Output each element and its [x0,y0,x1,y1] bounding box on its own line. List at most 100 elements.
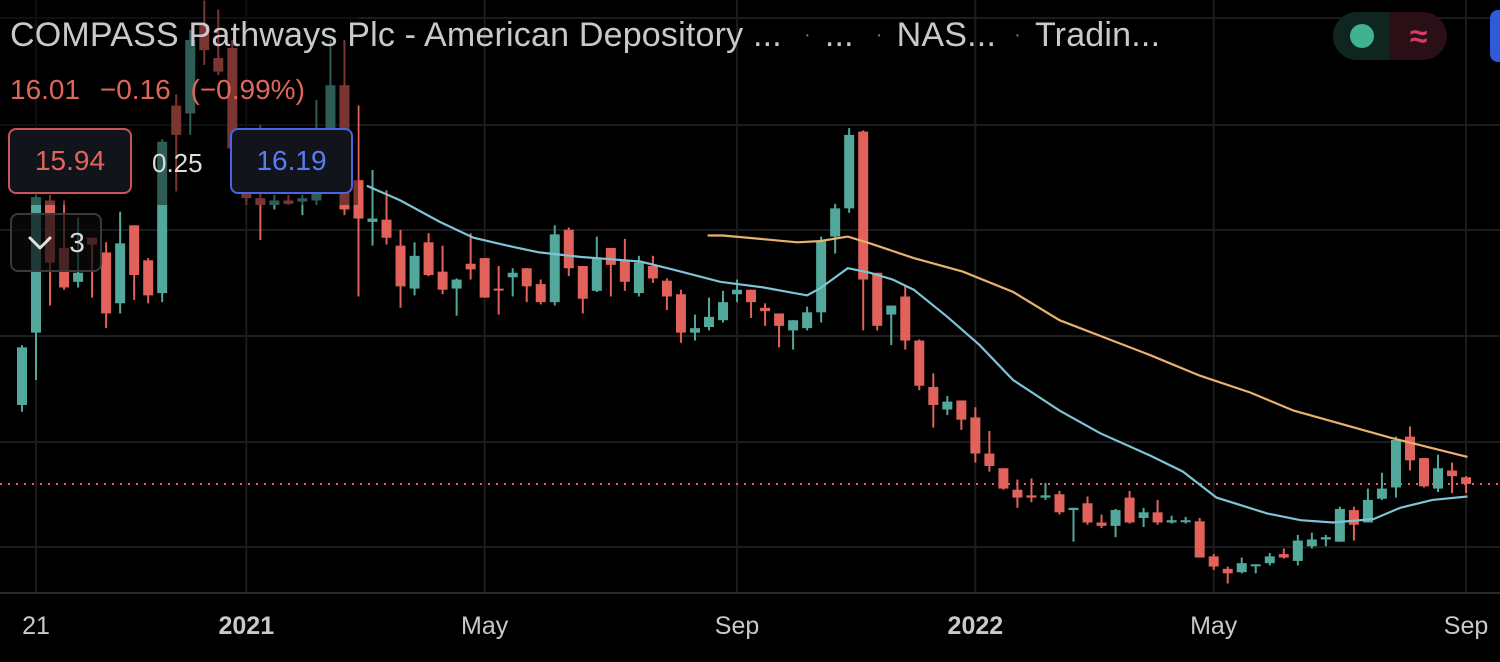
grid [0,0,1500,593]
candle [409,242,420,296]
candle-body [689,328,700,333]
candle [1152,499,1163,525]
candle-body [297,198,308,202]
candle-body [928,386,939,405]
candle [1026,478,1037,503]
candle-body [703,316,714,328]
candle [1404,426,1415,471]
candle [171,94,182,192]
candle-body [1026,495,1037,498]
candle [367,169,378,246]
candle [858,130,869,331]
candle-body [661,280,672,297]
candle-body [788,320,799,331]
candle-body [423,242,434,276]
candle [1306,532,1317,549]
candle-body [760,307,771,312]
candle-body [73,272,84,282]
candle-body [1180,520,1191,523]
candle-body [1292,540,1303,561]
candle-body [844,134,855,209]
candle [998,468,1009,490]
candle [1236,557,1247,574]
candle-body [157,141,168,294]
candle-body [970,417,981,454]
candle-body [732,289,743,295]
candle-body [227,47,238,149]
market-status-button[interactable] [1333,12,1390,60]
candle-body [185,40,196,114]
symbol-legend[interactable]: COMPASS Pathways Plc - American Deposito… [10,16,1160,55]
candle-body [1152,512,1163,523]
candle-body [1419,458,1429,487]
candle [1180,516,1191,524]
candle-body [802,312,813,329]
candle-body [213,58,224,72]
candle-body [1068,507,1079,511]
candle-body [591,258,602,291]
price-summary: 16.01 −0.16 (−0.99%) [10,74,317,106]
candle-body [1040,495,1051,498]
candle [451,278,462,316]
candle-body [381,219,392,238]
candle-body [465,263,476,270]
candle-body [367,218,378,222]
candle [1348,506,1359,541]
candle [115,211,126,314]
last-price: 16.01 [10,74,81,105]
candle [1082,496,1093,525]
candle-body [675,294,686,333]
candle [689,314,700,341]
separator-dot: · [803,24,811,46]
candle-body [1306,539,1317,547]
candle-body [1012,489,1023,498]
candle [900,286,911,350]
candle [185,29,196,135]
candle [437,245,448,295]
candle [942,395,953,416]
candle [844,128,855,213]
candle-body [1376,488,1387,499]
candle-body [1433,468,1444,489]
candle-body [395,245,406,287]
candle-body [872,272,883,326]
time-axis-label: 2022 [947,612,1004,640]
candle-body [129,225,140,276]
price-change-percent: (−0.99%) [190,74,305,105]
candle-body [1250,564,1261,567]
candle [872,272,883,331]
indicators-toggle-button[interactable]: 3 [10,213,102,272]
candle-body [1082,503,1093,523]
candle-body [437,271,448,290]
candle-body [619,260,630,282]
indicator-button[interactable]: ≈ [1390,12,1447,60]
status-pill[interactable]: ≈ [1333,12,1447,60]
buy-button[interactable]: 16.19 [230,128,353,194]
candle [914,339,925,391]
candle [493,265,504,315]
candle [521,268,532,303]
candle-body [101,252,112,314]
candle-body [171,105,182,135]
candle [605,247,616,297]
candle-body [605,247,616,265]
candle [283,194,294,205]
interval-label: ... [824,16,854,54]
time-axis-label: Sep [1443,612,1489,640]
candle [101,242,112,329]
candle [774,313,785,348]
candle-body [255,198,266,205]
side-panel-button[interactable] [1490,10,1500,62]
candle-body [535,284,546,303]
candle-body [633,262,644,294]
candle [269,194,280,210]
sell-button[interactable]: 15.94 [8,128,132,194]
candle [1461,476,1472,494]
candle [395,229,406,308]
candle-body [956,400,967,420]
candle-body [1362,499,1373,523]
candle [984,430,995,472]
symbol-title[interactable]: COMPASS Pathways Plc - American Deposito… [10,16,782,54]
candle [143,258,154,304]
candle-body [115,243,126,304]
